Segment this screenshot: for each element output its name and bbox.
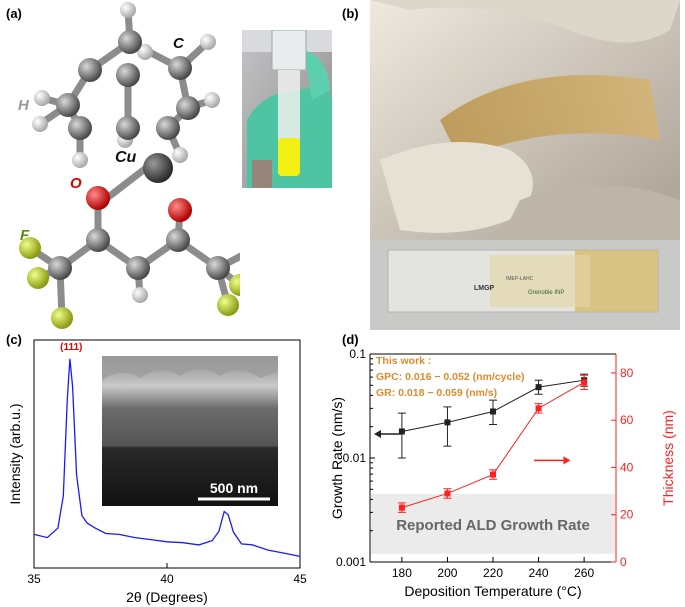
x-tick-label-2: 220 xyxy=(483,566,503,580)
x-tick-label-4: 260 xyxy=(574,566,594,580)
hydrogen-label: H xyxy=(18,97,30,114)
x-tick-label-1: 40 xyxy=(160,572,174,586)
y-right-tick-label-0: 0 xyxy=(620,555,627,569)
info-line-2: GR: 0.018 − 0.059 (nm/s) xyxy=(376,387,497,399)
panel-b-label: (b) xyxy=(342,6,359,21)
growth-rate-point xyxy=(444,419,451,426)
slide-logo-lmgp: LMGP xyxy=(474,285,495,292)
x-axis-title: 2θ (Degrees) xyxy=(126,589,208,605)
reported-band-label: Reported ALD Growth Rate xyxy=(396,517,590,534)
y-axis-title: Growth Rate (nm/s) xyxy=(329,397,345,519)
x-tick-label-3: 240 xyxy=(529,566,549,580)
thickness-point xyxy=(581,379,588,386)
copper-atom xyxy=(143,153,173,183)
y-tick-label-0: 0.001 xyxy=(336,555,366,569)
thickness-point xyxy=(490,471,496,478)
y-axis-title-right: Thickness (nm) xyxy=(660,410,676,506)
y-tick-label-2: 0.1 xyxy=(349,347,366,361)
peak-annotation-0: (111) xyxy=(60,342,82,353)
panel-d-label: (d) xyxy=(342,332,359,347)
thickness-point xyxy=(444,490,451,497)
growth-rate-point xyxy=(398,428,405,435)
carbon-label: C xyxy=(173,35,185,52)
right-axis-arrowhead xyxy=(563,456,571,465)
oxygen-label: O xyxy=(70,175,82,192)
fluorine-atoms xyxy=(19,237,240,329)
info-line-0: This work : xyxy=(376,355,431,367)
x-tick-label-0: 180 xyxy=(392,566,412,580)
fluorine-label: F xyxy=(20,227,30,244)
y-right-tick-label-2: 40 xyxy=(620,460,634,474)
flexible-film-photo xyxy=(370,0,680,240)
oxygen-atoms xyxy=(86,186,192,222)
slide-logo-imep: IMEP-LAHC xyxy=(506,276,534,282)
left-axis-arrowhead xyxy=(374,430,381,439)
y-axis-title: Intensity (arb.u.) xyxy=(7,403,23,504)
x-axis-title: Deposition Temperature (°C) xyxy=(404,583,581,599)
xrd-series-line xyxy=(33,358,301,558)
growth-rate-point xyxy=(535,384,542,391)
vial-photo xyxy=(242,30,332,188)
panel-a-label: (a) xyxy=(6,6,22,21)
info-line-1: GPC: 0.016 − 0.052 (nm/cycle) xyxy=(376,371,525,383)
glass-slide-photo: LMGP IMEP-LAHC Grenoble INP xyxy=(370,240,680,330)
thickness-point xyxy=(398,504,405,511)
x-tick-label-2: 45 xyxy=(293,572,307,586)
carbon-atoms xyxy=(48,30,230,280)
thickness-point xyxy=(535,405,542,412)
y-right-tick-label-3: 60 xyxy=(620,413,634,427)
slide-logo-grenoble: Grenoble INP xyxy=(528,290,564,296)
x-tick-label-1: 200 xyxy=(437,566,457,580)
growth-rate-point xyxy=(490,408,496,415)
y-right-tick-label-4: 80 xyxy=(620,366,634,380)
y-tick-label-1: 0.01 xyxy=(343,451,367,465)
x-tick-label-0: 35 xyxy=(27,572,41,586)
copper-label: Cu xyxy=(115,149,137,166)
y-right-tick-label-1: 20 xyxy=(620,508,634,522)
scale-bar-label: 500 nm xyxy=(210,480,258,496)
molecule-illustration: C H Cu O F xyxy=(18,2,240,329)
sem-inset: 500 nm xyxy=(102,356,278,506)
reported-band xyxy=(371,494,615,554)
panel-c-label: (c) xyxy=(6,332,22,347)
